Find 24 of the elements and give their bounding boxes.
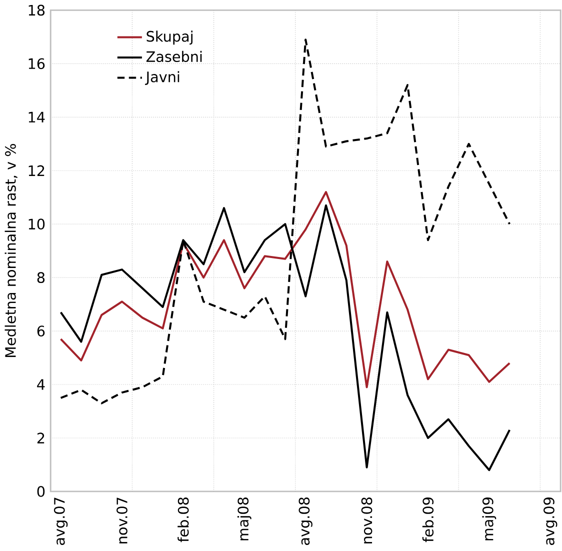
- y-tick-label: 16: [28, 58, 45, 70]
- x-tick-label: feb.09: [422, 498, 434, 542]
- y-tick-label: 12: [28, 165, 44, 176]
- x-tick-label: maj08: [237, 498, 252, 541]
- y-tick-label: 14: [28, 112, 45, 123]
- legend-label: Javni: [145, 71, 180, 86]
- x-tick-label: avg.09: [544, 498, 558, 546]
- y-tick-label: 4: [37, 379, 45, 390]
- legend-label: Skupaj: [146, 30, 192, 45]
- x-tick-label: nov.07: [116, 498, 128, 544]
- y-tick-label: 18: [28, 4, 45, 16]
- y-tick-label: 2: [37, 432, 44, 444]
- line-series: [60, 191, 511, 388]
- y-tick-label: 0: [37, 486, 45, 498]
- x-tick-label: feb.08: [178, 498, 189, 542]
- y-axis-title: Medletna nominalna rast, v %: [4, 144, 18, 358]
- legend-label: Zasebni: [146, 51, 202, 62]
- x-tick-label: maj09: [482, 498, 496, 541]
- x-tick-label: avg.08: [298, 498, 312, 546]
- x-tick-label: nov.08: [361, 498, 372, 544]
- y-tick-label: 6: [37, 326, 45, 337]
- y-tick-label: 10: [28, 218, 45, 230]
- x-tick-label: avg.07: [54, 498, 68, 546]
- y-tick-label: 8: [37, 272, 45, 284]
